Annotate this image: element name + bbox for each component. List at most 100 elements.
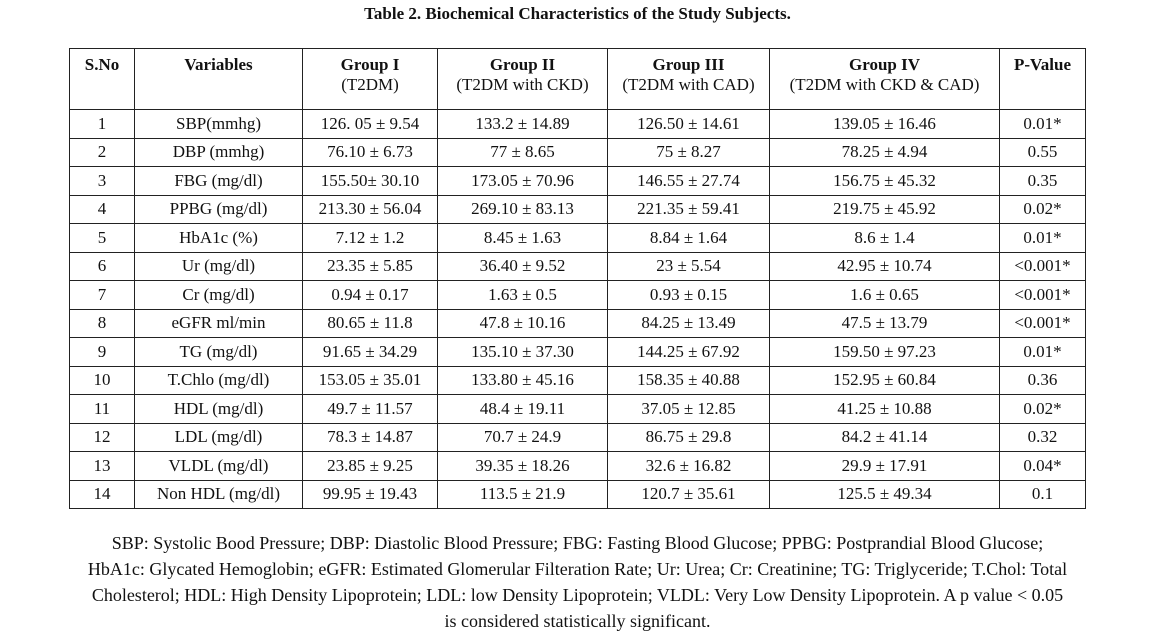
cell-sno: 8 [69,308,135,338]
table-row: 9 TG (mg/dl) 91.65 ± 34.29 135.10 ± 37.30 14… [69,337,1086,367]
cell-pvalue: 0.55 [999,137,1086,167]
cell-group-4: 47.5 ± 13.79 [769,308,1000,338]
cell-group-4: 84.2 ± 41.14 [769,422,1000,452]
cell-pvalue: 0.04* [999,451,1086,481]
cell-sno: 7 [69,280,135,310]
cell-group-1: 0.94 ± 0.17 [302,280,438,310]
cell-group-1: 153.05 ± 35.01 [302,365,438,395]
cell-group-3: 221.35 ± 59.41 [607,194,770,224]
header-group-3-title: Group III [652,55,725,74]
cell-sno: 11 [69,394,135,424]
cell-group-4: 219.75 ± 45.92 [769,194,1000,224]
cell-group-3: 86.75 ± 29.8 [607,422,770,452]
cell-variable: VLDL (mg/dl) [134,451,303,481]
cell-sno: 10 [69,365,135,395]
cell-group-2: 133.80 ± 45.16 [437,365,608,395]
cell-pvalue: 0.01* [999,223,1086,253]
cell-pvalue: 0.01* [999,109,1086,139]
cell-pvalue: 0.35 [999,166,1086,196]
header-variables: Variables [134,48,303,110]
table-row: 14 Non HDL (mg/dl) 99.95 ± 19.43 113.5 ± 21… [69,479,1086,509]
cell-variable: TG (mg/dl) [134,337,303,367]
cell-pvalue: <0.001* [999,280,1086,310]
cell-pvalue: 0.02* [999,394,1086,424]
header-group-2: Group II (T2DM with CKD) [437,48,608,110]
cell-sno: 5 [69,223,135,253]
cell-group-1: 23.85 ± 9.25 [302,451,438,481]
cell-variable: HDL (mg/dl) [134,394,303,424]
cell-group-4: 42.95 ± 10.74 [769,251,1000,281]
cell-group-1: 213.30 ± 56.04 [302,194,438,224]
table-row: 3 FBG (mg/dl) 155.50± 30.10 173.05 ± 70.96 1… [69,166,1086,196]
cell-group-3: 158.35 ± 40.88 [607,365,770,395]
cell-group-3: 146.55 ± 27.74 [607,166,770,196]
cell-group-4: 159.50 ± 97.23 [769,337,1000,367]
cell-sno: 2 [69,137,135,167]
cell-sno: 6 [69,251,135,281]
cell-group-1: 76.10 ± 6.73 [302,137,438,167]
header-group-2-title: Group II [489,55,556,74]
cell-variable: PPBG (mg/dl) [134,194,303,224]
cell-group-3: 75 ± 8.27 [607,137,770,167]
cell-group-4: 29.9 ± 17.91 [769,451,1000,481]
cell-group-2: 269.10 ± 83.13 [437,194,608,224]
table-row: 10 T.Chlo (mg/dl) 153.05 ± 35.01 133.80 ± 4… [69,365,1086,395]
cell-group-3: 8.84 ± 1.64 [607,223,770,253]
cell-group-3: 144.25 ± 67.92 [607,337,770,367]
cell-group-2: 77 ± 8.65 [437,137,608,167]
table-row: 6 Ur (mg/dl) 23.35 ± 5.85 36.40 ± 9.52 23 ± … [69,251,1086,281]
cell-sno: 1 [69,109,135,139]
header-group-4-sub: (T2DM with CKD & CAD) [789,75,980,94]
cell-group-3: 23 ± 5.54 [607,251,770,281]
cell-variable: T.Chlo (mg/dl) [134,365,303,395]
cell-group-2: 8.45 ± 1.63 [437,223,608,253]
cell-group-1: 80.65 ± 11.8 [302,308,438,338]
header-pvalue: P-Value [999,48,1086,110]
cell-group-1: 7.12 ± 1.2 [302,223,438,253]
cell-group-1: 78.3 ± 14.87 [302,422,438,452]
cell-group-1: 91.65 ± 34.29 [302,337,438,367]
cell-variable: Ur (mg/dl) [134,251,303,281]
cell-sno: 3 [69,166,135,196]
table-row: 4 PPBG (mg/dl) 213.30 ± 56.04 269.10 ± 83.1… [69,194,1086,224]
cell-pvalue: 0.02* [999,194,1086,224]
header-group-1-sub: (T2DM) [341,75,399,94]
cell-group-4: 41.25 ± 10.88 [769,394,1000,424]
cell-variable: LDL (mg/dl) [134,422,303,452]
cell-pvalue: 0.1 [999,479,1086,509]
cell-group-1: 49.7 ± 11.57 [302,394,438,424]
cell-sno: 9 [69,337,135,367]
cell-pvalue: <0.001* [999,251,1086,281]
cell-group-4: 1.6 ± 0.65 [769,280,1000,310]
table-row: 1 SBP(mmhg) 126. 05 ± 9.54 133.2 ± 14.89 126… [69,109,1086,139]
header-group-2-sub: (T2DM with CKD) [456,75,589,94]
cell-pvalue: <0.001* [999,308,1086,338]
cell-pvalue: 0.36 [999,365,1086,395]
cell-group-2: 48.4 ± 19.11 [437,394,608,424]
table-row: 8 eGFR ml/min 80.65 ± 11.8 47.8 ± 10.16 84.2… [69,308,1086,338]
table-row: 5 HbA1c (%) 7.12 ± 1.2 8.45 ± 1.63 8.84 ± 1.… [69,223,1086,253]
footnote-line-2: HbA1c: Glycated Hemoglobin; eGFR: Estima… [87,559,1068,579]
cell-variable: HbA1c (%) [134,223,303,253]
cell-group-1: 126. 05 ± 9.54 [302,109,438,139]
header-group-4: Group IV (T2DM with CKD & CAD) [769,48,1000,110]
header-group-4-title: Group IV [848,55,920,74]
cell-group-3: 32.6 ± 16.82 [607,451,770,481]
cell-sno: 14 [69,479,135,509]
header-group-3-sub: (T2DM with CAD) [622,75,755,94]
table-body: 1 SBP(mmhg) 126. 05 ± 9.54 133.2 ± 14.89 126… [69,109,1086,509]
cell-variable: Cr (mg/dl) [134,280,303,310]
table-row: 11 HDL (mg/dl) 49.7 ± 11.57 48.4 ± 19.11 37.… [69,394,1086,424]
table-row: 7 Cr (mg/dl) 0.94 ± 0.17 1.63 ± 0.5 0.93 ± 0… [69,280,1086,310]
cell-group-4: 152.95 ± 60.84 [769,365,1000,395]
cell-group-3: 84.25 ± 13.49 [607,308,770,338]
cell-pvalue: 0.32 [999,422,1086,452]
cell-group-4: 8.6 ± 1.4 [769,223,1000,253]
cell-group-4: 156.75 ± 45.32 [769,166,1000,196]
cell-group-2: 135.10 ± 37.30 [437,337,608,367]
biochemical-table: S.No Variables Group I (T2DM) Group II (… [69,48,1086,509]
cell-group-4: 125.5 ± 49.34 [769,479,1000,509]
header-group-1-title: Group I [340,55,400,74]
cell-pvalue: 0.01* [999,337,1086,367]
footnote-line-1: SBP: Systolic Bood Pressure; DBP: Diasto… [111,533,1044,553]
